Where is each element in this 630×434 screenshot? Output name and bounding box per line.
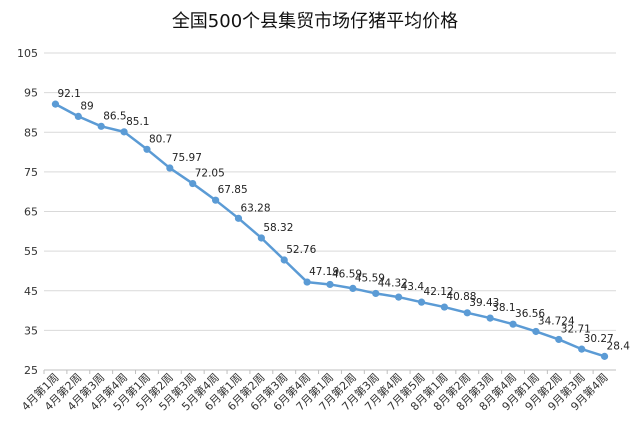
data-point [486,314,494,322]
data-point [212,196,220,204]
data-point [578,345,586,353]
y-tick-label: 65 [24,206,38,219]
data-label: 89 [80,100,93,112]
data-label: 85.1 [126,116,149,128]
data-label: 38.1 [492,302,515,314]
data-point [372,289,380,298]
data-point [600,352,609,360]
data-point [303,278,311,286]
data-point [51,100,60,108]
data-label: 39.43 [469,297,499,309]
data-point [166,164,174,172]
data-point [189,179,197,188]
data-point [463,309,471,317]
data-label: 75.97 [172,152,202,164]
data-point [440,303,448,311]
data-label: 34.724 [538,315,575,327]
data-label: 92.1 [57,88,80,100]
data-label: 47.19 [309,266,339,278]
data-point [555,335,563,344]
gridlines [44,52,616,331]
y-tick-label: 95 [24,87,38,100]
data-label: 52.76 [286,244,316,256]
data-point [74,112,82,120]
y-tick-label: 45 [24,285,38,298]
data-labels: 92.189 86.5 85.180.775.97 72.05 67.85 63.28 58… [57,88,630,352]
data-label: 28.44 [607,340,630,352]
y-tick-label: 105 [17,47,38,60]
data-label: 43.4 [401,281,425,293]
data-label: 45.59 [355,272,385,284]
data-label: 46.59 [332,268,362,280]
data-label: 58.32 [263,222,293,234]
y-tick-label: 85 [24,126,38,139]
data-label: 32.71 [561,323,591,335]
data-point [257,234,265,242]
y-tick-label: 55 [24,245,38,258]
data-label: 40.88 [446,291,476,303]
data-point [143,145,151,153]
data-label: 67.85 [218,184,248,196]
data-point [234,214,243,222]
data-label: 80.7 [149,133,172,145]
data-point [417,298,426,306]
data-label: 36.56 [515,308,545,320]
data-point [97,122,105,130]
data-label: 63.28 [240,202,270,214]
data-point [395,293,403,301]
data-point [532,327,540,336]
y-tick-label: 35 [24,324,38,337]
data-point [280,256,288,264]
y-tick-label: 75 [24,166,38,179]
data-point [120,128,128,136]
y-tick-label: 25 [24,364,38,377]
data-label: 42.12 [424,286,454,298]
data-label: 72.05 [195,168,225,180]
data-label: 44.32 [378,277,408,289]
y-axis: 25 35 45 55 65 75 85 95 105 [17,47,38,377]
data-point [349,284,357,293]
data-label: 86.5 [103,110,126,122]
chart-title: 全国500个县集贸市场仔猪平均价格 [172,11,458,32]
data-points [51,100,609,360]
data-point [509,320,517,328]
x-axis: 4月第1周4月第2周4月第3周4月第4周5月第1周5月第2周5月第3周5月第4周… [18,369,616,413]
data-label: 30.27 [584,333,614,345]
data-point [326,280,334,289]
